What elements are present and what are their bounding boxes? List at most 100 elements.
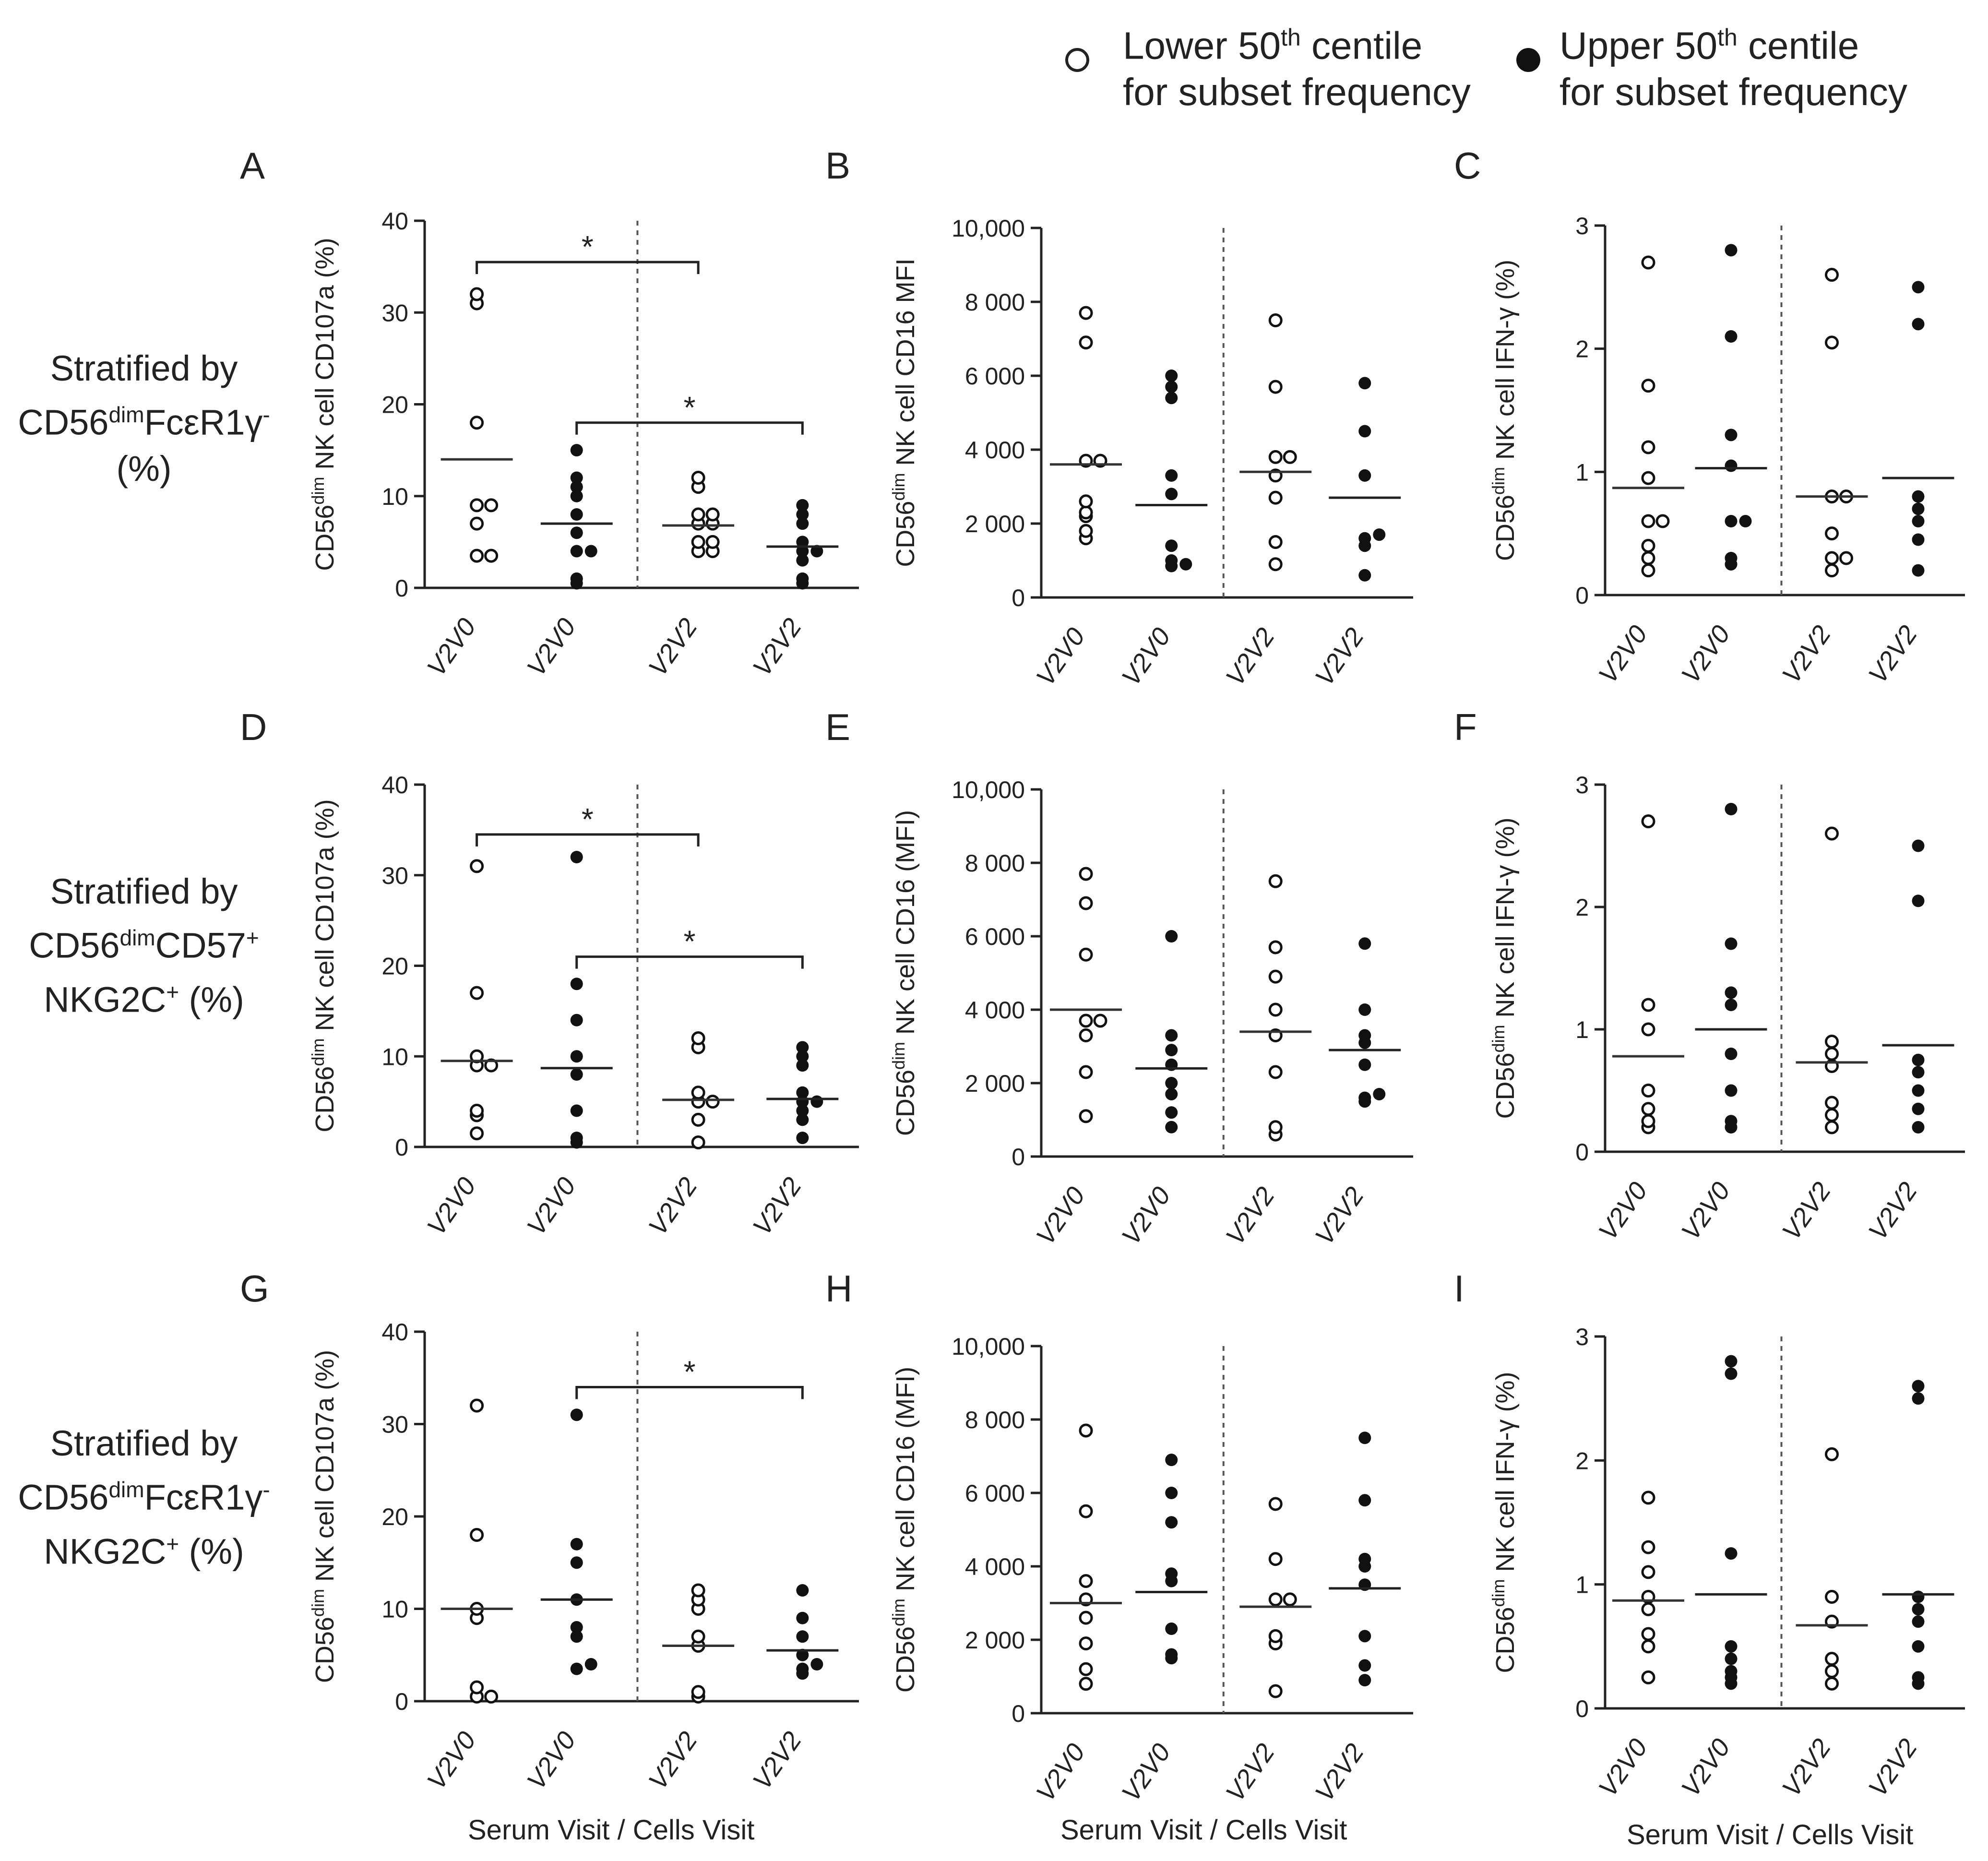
data-point-open [1641,440,1655,454]
data-point-open [691,1112,705,1127]
data-point-open [1079,524,1093,538]
data-point-filled [1165,1029,1178,1042]
data-point-filled [1358,377,1371,390]
data-point-filled [1165,539,1178,552]
data-point-open [1268,1684,1283,1698]
data-point-open [1655,514,1670,528]
data-point-filled [1165,1487,1178,1499]
data-point-filled [1912,1102,1925,1115]
data-point-open [1268,1120,1283,1134]
legend-upper-sup: th [1717,24,1738,51]
y-axis-title: CD56dim NK cell CD16 (MFI) [889,1367,920,1693]
data-point-open [691,471,705,485]
data-point-open [1268,1592,1283,1607]
y-tick-label: 30 [381,299,408,326]
significance-bracket [575,955,804,969]
category-label: V2V2 [1776,1733,1836,1802]
data-point-open [484,1058,499,1073]
data-point-filled [1912,502,1925,515]
data-point-open [1641,814,1655,828]
significance-bracket [575,1386,804,1399]
panel-A: 0 10 20 30 40 CD56dim NK cell CD107a (%) V2V0 V… [308,208,859,681]
data-point-open [1641,1540,1655,1554]
data-point-open [1268,969,1283,984]
data-point-filled [1725,803,1738,815]
data-point-open [1825,1447,1839,1461]
data-point-open [1641,538,1655,553]
y-tick-label: 2 000 [965,1070,1025,1097]
data-point-filled [570,1662,583,1675]
data-point-open [1268,450,1283,464]
data-point-filled [1725,1115,1738,1128]
data-point-filled [1165,392,1178,405]
y-tick-label: 10,000 [952,776,1025,803]
data-point-open [705,535,720,549]
data-point-filled [1165,1454,1178,1467]
data-point-filled [1725,459,1738,472]
row1-line2: CD56dimFcεR1γ- [18,402,270,442]
data-point-open [1079,505,1093,520]
legend-upper-line2: for subset frequency [1559,70,1907,113]
data-point-open [484,1689,499,1704]
y-tick-label: 2 000 [965,1627,1025,1654]
data-point-filled [570,1630,583,1643]
row2-line3: NKG2C+ (%) [44,979,244,1020]
data-point-filled [570,1014,583,1026]
data-point-filled [796,1104,809,1117]
data-point-open [470,1104,484,1118]
category-label: V2V0 [1116,622,1176,691]
category-label: V2V2 [643,613,703,681]
y-tick-label: 40 [381,1319,408,1346]
y-tick-label: 4 000 [965,437,1025,464]
data-point-filled [1725,986,1738,999]
data-point-open [691,507,705,522]
data-point-open [691,1629,705,1644]
data-point-filled [1725,330,1738,343]
y-tick-label: 10 [381,483,408,510]
data-point-open [1283,1592,1297,1607]
data-point-open [1825,335,1839,350]
y-tick-label: 0 [1012,1144,1025,1170]
data-point-open [1268,1497,1283,1511]
data-point-filled [1165,1044,1178,1057]
panel-F: 0 1 2 3 CD56dim NK cell IFN-γ (%) V2V0 V2V0 V2V… [1488,772,1965,1245]
y-axis-title: CD56dim NK cell CD107a (%) [308,1350,339,1683]
data-point-filled [1179,558,1192,571]
data-point-filled [1912,281,1925,294]
data-point-open [1825,563,1839,578]
panel-letter-F: F [1454,706,1477,748]
data-point-filled [1358,425,1371,438]
y-tick-label: 8 000 [965,289,1025,316]
data-point-open [1268,1552,1283,1566]
data-point-open [470,1680,484,1694]
data-point-open [1641,1670,1655,1684]
data-point-filled [1725,1640,1738,1653]
data-point-filled [796,1584,809,1597]
data-point-open [1839,551,1853,565]
data-point-open [1079,1677,1093,1691]
data-point-open [1079,1065,1093,1079]
data-point-filled [1165,930,1178,942]
y-tick-label: 1 [1575,1572,1589,1599]
data-point-open [1268,1065,1283,1079]
data-point-filled [1725,1367,1738,1380]
data-point-filled [1912,318,1925,331]
y-tick-label: 1 [1575,1016,1589,1043]
category-label: V2V0 [1676,620,1736,689]
data-point-open [1079,1610,1093,1625]
category-label: V2V2 [747,1172,807,1241]
data-point-filled [1165,554,1178,567]
y-tick-label: 6 000 [965,1480,1025,1507]
category-label: V2V2 [1863,620,1923,689]
category-label: V2V2 [1776,620,1836,689]
data-point-open [1641,563,1655,578]
data-point-filled [796,517,809,530]
y-tick-label: 20 [381,392,408,418]
data-point-filled [796,1630,809,1643]
panel-letter-I: I [1454,1267,1464,1310]
data-point-filled [570,851,583,863]
data-point-open [1268,313,1283,327]
data-point-open [470,549,484,563]
y-axis-title: CD56dim NK cell CD107a (%) [308,238,339,571]
data-point-open [1079,896,1093,910]
